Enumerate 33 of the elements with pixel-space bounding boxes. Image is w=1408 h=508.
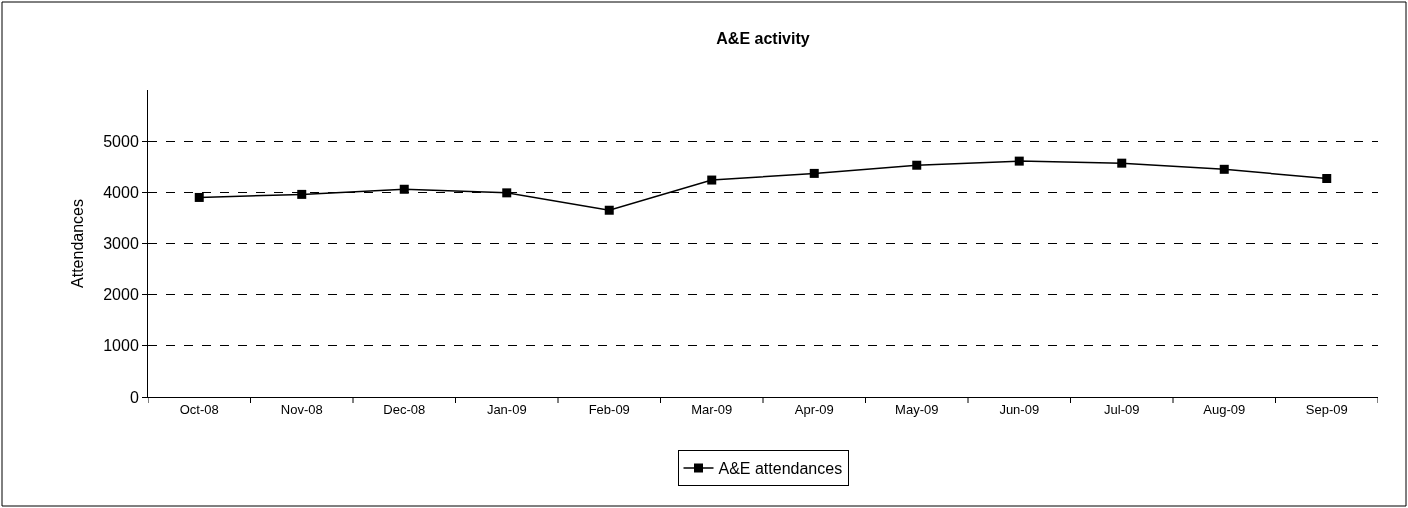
x-tick-label: Nov-08 [280,401,323,417]
x-tick-label: Aug-09 [1203,401,1246,417]
y-tick-label: 5000 [103,132,139,150]
y-tick-label: 4000 [103,183,139,201]
point [604,205,614,215]
x-tick-label: Dec-08 [383,401,426,417]
point [399,184,409,194]
x-tick-label: Apr-09 [794,401,834,417]
x-tick-label: Jan-09 [486,401,527,417]
x-tick-label: Oct-08 [179,401,219,417]
point [1322,174,1332,184]
point [912,160,922,170]
point [707,175,717,185]
y-tick-label: 0 [129,388,139,406]
y-tick-label: 3000 [103,235,139,253]
x-tick-label: Jul-09 [1104,401,1140,417]
x-tick-label: Sep-09 [1305,401,1348,417]
point [297,189,307,199]
point [502,188,512,198]
point [1219,164,1229,174]
x-tick-label: Jun-09 [999,401,1040,417]
x-tick-label: Mar-09 [691,401,733,417]
x-tick-label: Feb-09 [588,401,630,417]
y-axis-title: Attendances [69,199,87,288]
legend-label: A&E attendances [718,460,843,478]
x-tick-label: May-09 [895,401,939,417]
y-tick-label: 2000 [103,286,139,304]
chart-title: A&E activity [716,29,810,47]
point [809,168,819,178]
point [1117,158,1127,168]
y-tick-label: 1000 [103,337,139,355]
point [194,192,204,202]
point [1014,156,1024,166]
